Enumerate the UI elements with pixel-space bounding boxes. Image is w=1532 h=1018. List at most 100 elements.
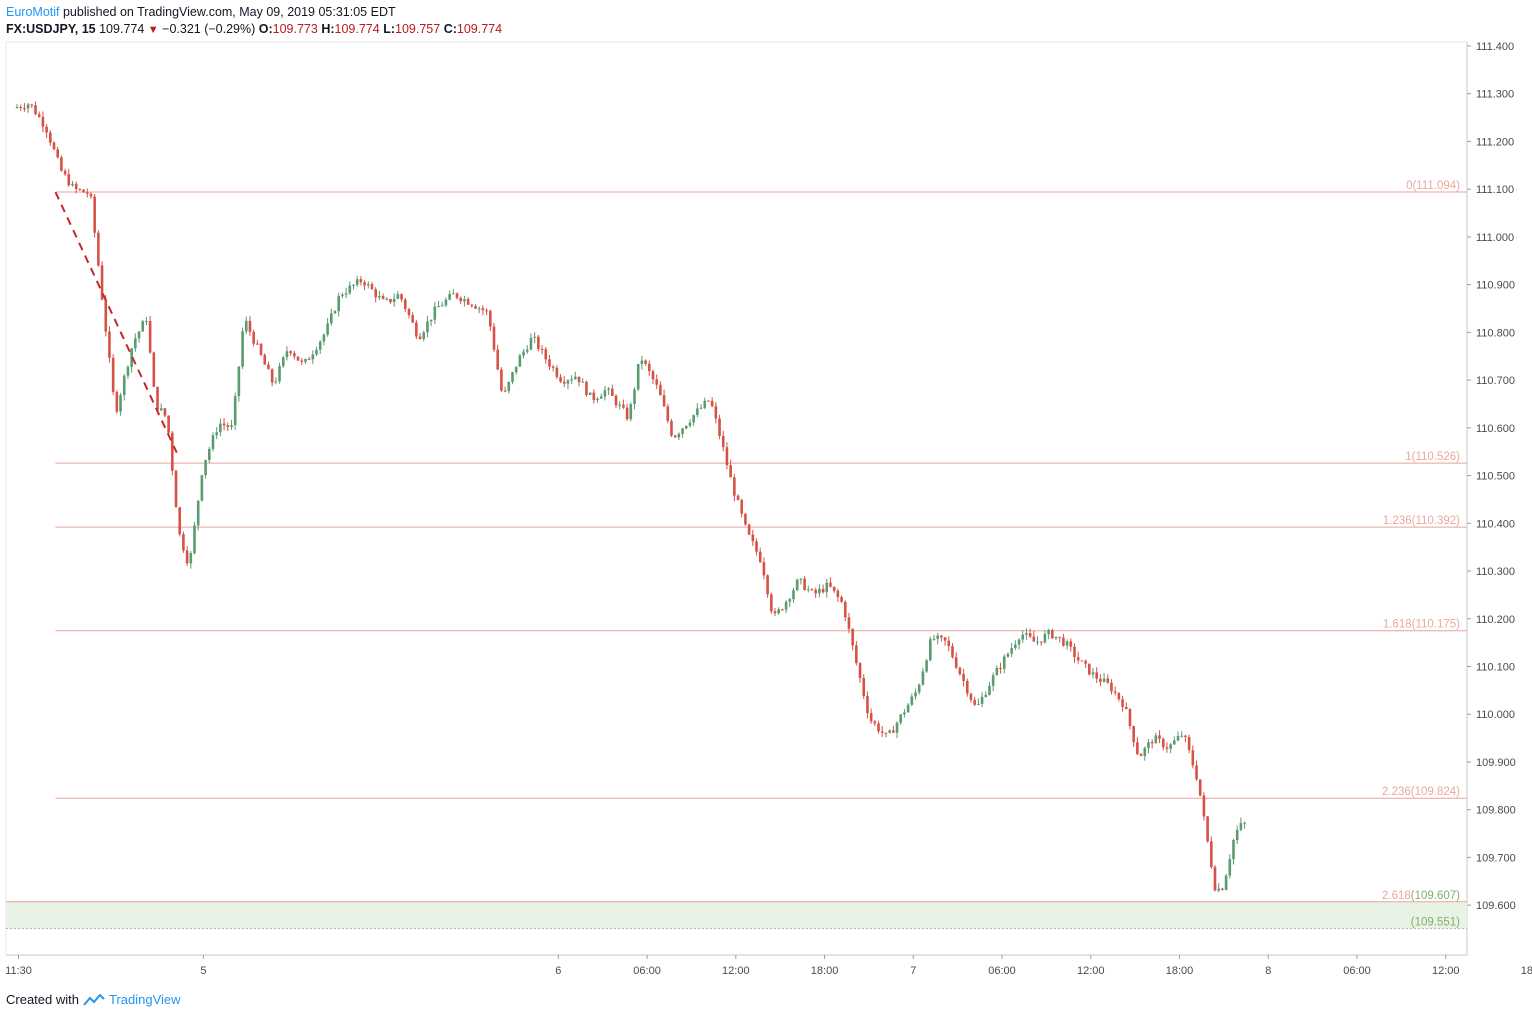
candle-body [1235,829,1239,840]
candle-body [954,657,958,668]
candle-body [562,381,566,384]
candle-body [1058,636,1062,638]
candle-body [733,477,736,496]
candle-body [873,721,877,724]
candle-body [507,381,511,392]
tradingview-brand[interactable]: TradingView [108,992,181,1007]
candle-body [1176,735,1180,741]
candle-body [500,369,503,391]
candle-body [352,284,355,286]
candle-body [973,699,976,705]
candle-body [285,351,289,358]
candle-body [662,395,666,407]
close-value: 109.774 [456,22,503,36]
fib-level-label: 0(111.094) [1406,180,1460,192]
candle-body [548,359,551,367]
candle-body [156,386,159,411]
candle-body [503,390,507,392]
candle-body [1136,742,1139,755]
candle-body [315,349,318,355]
candle-body [655,379,658,385]
candle-body [230,425,233,427]
candle-body [914,692,917,697]
candle-body [958,667,962,674]
price-tick-label: 111.200 [1476,136,1514,148]
candle-body [965,680,969,694]
candle-body [171,432,174,471]
candle-body [344,293,348,295]
candle-body [995,668,999,676]
candle-body [374,289,377,298]
candle-body [699,407,703,409]
candle-body [455,293,459,298]
publisher-link[interactable]: EuroMotif [6,5,60,19]
candle-body [48,132,52,143]
candle-body [126,367,130,376]
candle-body [670,420,673,436]
candle-body [396,294,400,299]
candle-body [917,684,921,693]
candle-body [293,353,296,357]
candle-body [1187,736,1191,751]
candle-body [444,299,448,306]
candle-body [1132,725,1135,743]
candle-body [359,279,363,283]
candle-body [422,332,426,340]
candle-body [636,364,640,390]
candle-body [622,404,625,408]
candle-body [259,343,263,355]
price-chart[interactable]: 111.400 111.300 111.200 111.100 111.000 110.9… [0,0,1532,990]
candle-body [529,337,533,350]
candle-body [1221,888,1224,890]
candle-body [1006,653,1010,657]
candle-body [599,396,603,399]
candle-body [788,599,792,602]
candle-body [392,298,396,303]
candle-body [1113,691,1117,693]
close-label: C: [443,22,457,36]
candle-body [108,331,111,358]
candle-body [784,601,788,610]
candle-body [514,366,518,373]
candle-body [448,293,451,300]
candle-body [877,723,880,732]
candle-body [78,188,82,190]
candle-body [1039,641,1043,643]
candle-body [895,722,899,733]
candle-body [751,534,755,542]
candle-body [799,578,803,580]
candle-body [111,357,115,393]
candle-body [747,524,751,535]
candle-body [666,406,670,421]
candle-body [452,293,455,295]
candle-body [174,470,178,508]
candle-body [1232,839,1235,860]
candle-body [389,298,392,303]
high-label: H: [321,22,335,36]
candle-body [832,586,836,591]
candle-body [910,696,914,705]
candle-body [903,712,906,715]
time-tick-label: 06:00 [633,965,661,977]
price-tick-label: 110.800 [1476,327,1515,339]
candle-body [866,695,869,714]
candle-body [1025,633,1028,635]
candle-body [97,232,100,266]
candle-body [307,359,311,361]
candle-body [56,149,59,158]
candle-body [607,388,610,391]
candle-body [806,589,810,591]
candle-body [189,553,193,564]
price-tick-label: 110.000 [1476,709,1515,721]
candle-body [222,423,226,426]
candle-body [496,349,499,370]
candle-body [459,297,463,302]
candle-body [226,425,230,427]
candle-body [1017,639,1021,645]
candle-body [219,423,222,433]
candle-body [1084,660,1087,664]
candle-body [1213,866,1217,891]
fib-level-label: 2.236(109.824) [1382,786,1460,798]
candle-body [45,126,48,133]
candle-body [725,447,729,466]
